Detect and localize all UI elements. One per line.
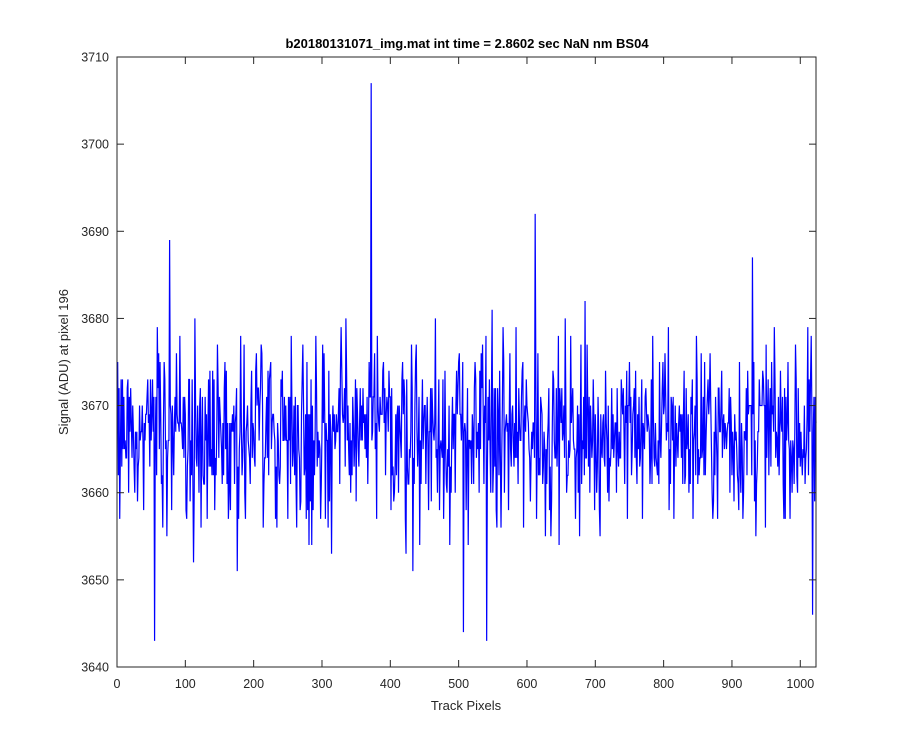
x-tick-label: 1000 <box>786 677 814 691</box>
y-tick-label: 3680 <box>81 312 109 326</box>
y-tick-label: 3690 <box>81 225 109 239</box>
x-tick-label: 800 <box>653 677 674 691</box>
series-layer <box>117 83 817 641</box>
chart-title: b20180131071_img.mat int time = 2.8602 s… <box>285 36 649 51</box>
plot-area <box>117 57 816 667</box>
ticks-layer: 0 100 200 300 400 500 600 700 800 900 1000 3640 3650… <box>81 51 816 691</box>
x-tick-label: 300 <box>312 677 333 691</box>
y-tick-label: 3660 <box>81 486 109 500</box>
y-axis-label: Signal (ADU) at pixel 196 <box>56 289 71 435</box>
signal-series-line <box>117 83 817 641</box>
x-tick-label: 500 <box>448 677 469 691</box>
x-tick-label: 900 <box>722 677 743 691</box>
plot-box <box>116 56 817 668</box>
x-tick-label: 400 <box>380 677 401 691</box>
x-tick-label: 700 <box>585 677 606 691</box>
x-tick-label: 200 <box>243 677 264 691</box>
x-tick-label: 100 <box>175 677 196 691</box>
x-tick-label: 0 <box>114 677 121 691</box>
y-tick-label: 3710 <box>81 51 109 65</box>
x-axis-label: Track Pixels <box>431 698 502 713</box>
y-tick-label: 3640 <box>81 661 109 675</box>
y-tick-label: 3700 <box>81 138 109 152</box>
y-tick-label: 3650 <box>81 573 109 587</box>
y-tick-label: 3670 <box>81 399 109 413</box>
x-tick-label: 600 <box>517 677 538 691</box>
